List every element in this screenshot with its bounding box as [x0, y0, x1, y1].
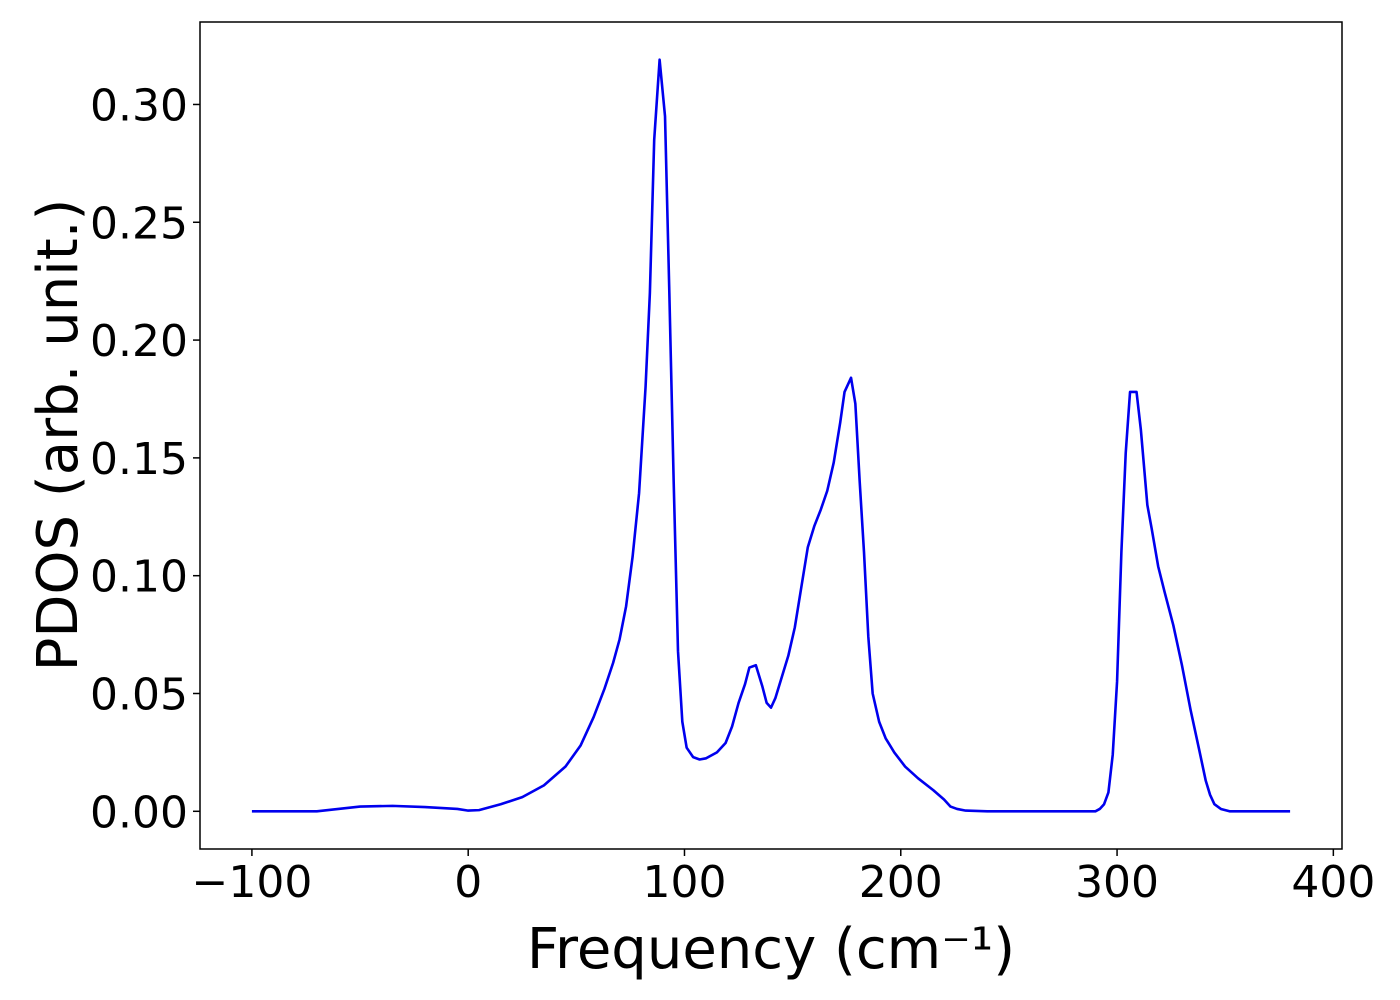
x-tick-label: 100 [642, 857, 726, 908]
x-axis-label: Frequency (cm⁻¹) [527, 917, 1015, 982]
y-tick-label: 0.30 [90, 80, 188, 131]
y-axis-label: PDOS (arb. unit.) [26, 199, 91, 672]
x-tick-label: 400 [1291, 857, 1375, 908]
y-tick-label: 0.15 [90, 434, 188, 485]
y-tick-label: 0.25 [90, 198, 188, 249]
y-tick-label: 0.00 [90, 787, 188, 838]
y-tick-label: 0.20 [90, 316, 188, 367]
y-tick-label: 0.05 [90, 669, 188, 720]
x-tick-label: 200 [859, 857, 943, 908]
x-tick-label: 0 [454, 857, 482, 908]
line [251, 58, 1291, 813]
plot-frame [199, 21, 1343, 850]
x-tick-label: 300 [1075, 857, 1159, 908]
x-tick-label: −100 [191, 857, 312, 908]
y-tick-label: 0.10 [90, 552, 188, 603]
